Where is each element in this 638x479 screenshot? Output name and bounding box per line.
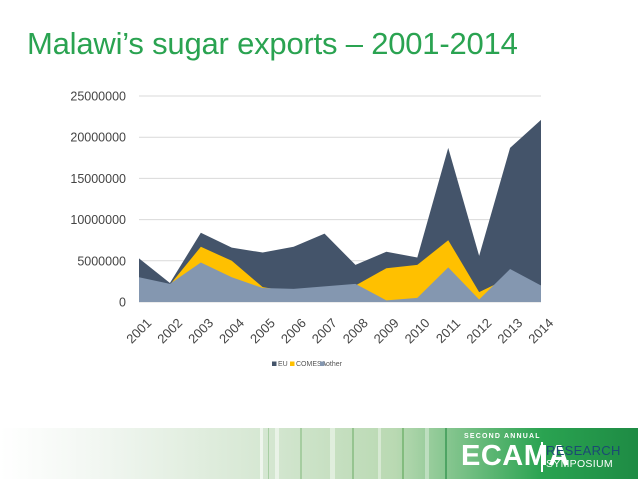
x-tick-label: 2008 [340,315,371,346]
x-tick-label: 2006 [278,315,309,346]
legend-label-comesa: COMESA [296,361,327,368]
chart-legend: EU COMESA other [272,361,343,368]
logo-sub-symposium: SYMPOSIUM [546,458,613,470]
x-tick-label: 2002 [154,315,185,346]
ecama-logo: SECOND ANNUAL ECAMA RESEARCH SYMPOSIUM [455,432,635,477]
legend-label-eu: EU [278,361,288,368]
y-tick-label: 25000000 [70,90,126,104]
x-tick-label: 2014 [525,315,556,346]
y-axis-ticks: 0 5000000 10000000 15000000 20000000 25000000 [70,90,126,310]
logo-top-text: SECOND ANNUAL [464,433,541,440]
logo-main-text: ECAMA [461,440,570,472]
logo-separator [541,442,543,472]
y-tick-label: 15000000 [70,172,126,186]
legend-swatch-other [320,361,325,366]
x-tick-label: 2005 [247,315,278,346]
x-tick-label: 2007 [309,315,340,346]
y-tick-label: 0 [119,296,126,310]
x-tick-label: 2004 [216,315,247,346]
x-tick-label: 2003 [185,315,216,346]
y-tick-label: 5000000 [77,254,126,268]
slide-title: Malawi’s sugar exports – 2001-2014 [27,26,518,61]
x-tick-label: 2011 [433,316,463,346]
footer-band [0,428,638,479]
x-axis-ticks: 2001 2002 2003 2004 2005 2006 2007 2008 2009 2010… [123,315,556,346]
legend-label-other: other [326,361,343,368]
y-tick-label: 20000000 [70,131,126,145]
chart-areas [139,119,541,303]
y-tick-label: 10000000 [70,213,126,227]
x-tick-label: 2009 [371,315,402,346]
x-tick-label: 2010 [402,315,433,346]
x-tick-label: 2012 [463,315,494,346]
area-chart: 0 5000000 10000000 15000000 20000000 25000000… [70,90,556,369]
x-tick-label: 2001 [123,315,154,346]
series-area-other [139,262,541,302]
legend-swatch-comesa [290,361,295,366]
logo-sub-research: RESEARCH [546,443,621,458]
x-tick-label: 2013 [494,315,525,346]
legend-swatch-eu [272,361,277,366]
